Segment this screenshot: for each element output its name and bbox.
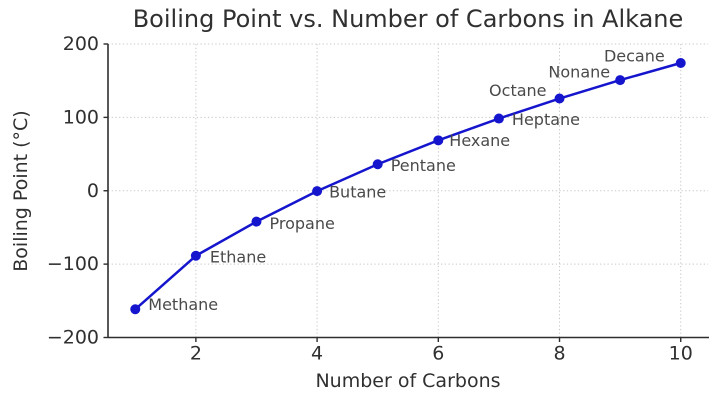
point-label-butane: Butane bbox=[329, 183, 386, 202]
y-tick-label: 100 bbox=[63, 106, 99, 128]
data-point-pentane bbox=[372, 159, 383, 170]
data-point-octane bbox=[554, 93, 565, 104]
x-tick-label: 10 bbox=[669, 343, 693, 365]
y-tick-label: 0 bbox=[87, 180, 99, 202]
data-point-hexane bbox=[433, 135, 444, 146]
data-line bbox=[134, 61, 682, 311]
data-point-nonane bbox=[615, 75, 626, 86]
data-point-methane bbox=[130, 304, 141, 315]
data-point-propane bbox=[251, 216, 262, 227]
x-tick-label: 6 bbox=[432, 343, 444, 365]
data-point-butane bbox=[312, 186, 323, 197]
point-label-decane: Decane bbox=[604, 47, 665, 66]
x-tick-label: 8 bbox=[553, 343, 565, 365]
point-label-hexane: Hexane bbox=[449, 131, 510, 150]
point-label-ethane: Ethane bbox=[210, 247, 266, 266]
x-tick-label: 4 bbox=[311, 343, 323, 365]
data-point-ethane bbox=[190, 250, 201, 261]
point-label-methane: Methane bbox=[148, 295, 218, 314]
y-tick-label: −200 bbox=[47, 327, 99, 349]
y-tick-label: −100 bbox=[47, 253, 99, 275]
point-label-heptane: Heptane bbox=[512, 110, 580, 129]
data-point-heptane bbox=[493, 113, 504, 124]
data-point-decane bbox=[675, 58, 686, 69]
chart-title: Boiling Point vs. Number of Carbons in A… bbox=[132, 5, 684, 33]
x-axis-label: Number of Carbons bbox=[315, 370, 501, 392]
point-label-octane: Octane bbox=[489, 81, 546, 100]
point-label-pentane: Pentane bbox=[391, 156, 456, 175]
x-tick-label: 2 bbox=[190, 343, 202, 365]
point-label-propane: Propane bbox=[269, 214, 334, 233]
y-tick-label: 200 bbox=[63, 33, 99, 55]
point-label-nonane: Nonane bbox=[548, 63, 610, 82]
